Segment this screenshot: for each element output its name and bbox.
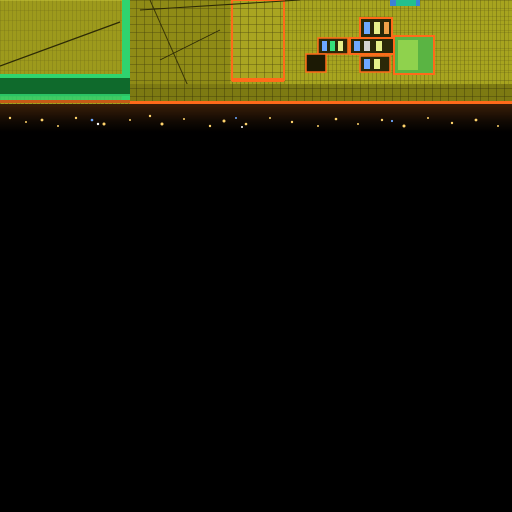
building-facade-photo (0, 0, 512, 132)
orange-ledge (130, 101, 512, 104)
facade-illustration (0, 0, 512, 132)
black-empty-area (0, 132, 512, 512)
city-lights (8, 114, 499, 128)
green-vertical-band (122, 0, 130, 102)
green-base-band (0, 78, 130, 96)
city-lights-band (0, 104, 512, 132)
green-horizontal-band (0, 74, 130, 78)
